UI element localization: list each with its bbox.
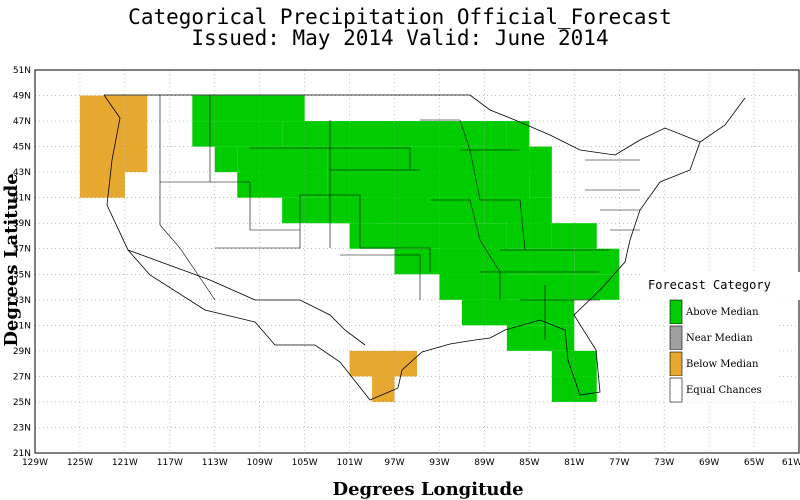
plot-frame	[34, 69, 800, 454]
below-median-cell	[79, 95, 125, 198]
latitude-tick-label: 33N	[13, 296, 31, 306]
above-median-cell	[327, 146, 485, 224]
legend-item-label: Equal Chances	[686, 385, 762, 396]
above-median-cell	[529, 146, 552, 198]
longitude-tick-label: 105W	[292, 458, 318, 468]
above-median-cell	[574, 248, 620, 275]
latitude-tick-label: 39N	[13, 219, 31, 229]
latitude-tick-label: 31N	[13, 321, 31, 331]
above-median-cell	[214, 146, 238, 173]
above-median-cell	[192, 121, 283, 147]
above-median-cell	[282, 121, 485, 147]
longitude-tick-labels: 129W 125W 121W 117W 113W 109W 105W 101W 97W 93W 89…	[22, 458, 800, 468]
above-median-cell	[506, 325, 575, 351]
latitude-tick-label: 35N	[13, 270, 31, 280]
y-axis-title: Degrees Latitude	[1, 173, 22, 346]
longitude-tick-label: 117W	[157, 458, 183, 468]
longitude-tick-label: 125W	[67, 458, 93, 468]
legend-swatch	[669, 351, 683, 377]
legend-title: Forecast Category	[648, 278, 771, 292]
legend-swatch	[669, 325, 683, 351]
latitude-tick-label: 43N	[13, 168, 31, 178]
latitude-tick-label: 27N	[13, 372, 31, 382]
above-median-cell	[461, 274, 620, 300]
longitude-tick-label: 85W	[519, 458, 539, 468]
longitude-tick-label: 61W	[782, 458, 800, 468]
above-median-cell	[192, 95, 305, 122]
longitude-tick-label: 73W	[654, 458, 674, 468]
latitude-tick-label: 23N	[13, 423, 31, 433]
category-cells	[79, 95, 620, 402]
x-axis-title: Degrees Longitude	[332, 479, 523, 500]
latitude-tick-labels: 51N 49N 47N 45N 43N 41N 39N 37N 35N 33N 31N 29N 27N 2…	[13, 66, 31, 459]
legend-item-label: Above Median	[685, 307, 759, 318]
longitude-tick-label: 109W	[247, 458, 273, 468]
us-canada-border	[104, 94, 701, 156]
below-median-cell	[372, 376, 395, 402]
legend-swatch	[669, 299, 683, 325]
longitude-tick-label: 77W	[609, 458, 629, 468]
latitude-tick-label: 49N	[13, 92, 31, 102]
state-lines	[159, 95, 640, 340]
latitude-tick-label: 51N	[13, 66, 31, 76]
above-median-cell	[461, 299, 575, 326]
above-median-cell	[237, 146, 328, 198]
latitude-tick-label: 47N	[13, 117, 31, 127]
longitude-tick-label: 69W	[699, 458, 719, 468]
below-median-cell	[349, 350, 417, 377]
above-median-cell	[551, 223, 597, 249]
longitude-tick-label: 121W	[112, 458, 138, 468]
legend-item-label: Near Median	[686, 333, 753, 344]
legend: Forecast Category Above Median Near Media…	[640, 272, 800, 403]
above-median-cell	[484, 121, 507, 198]
latitude-tick-label: 21N	[13, 449, 31, 459]
above-median-cell	[349, 223, 440, 249]
map-subtitle: Issued: May 2014 Valid: June 2014	[191, 26, 609, 50]
state-borders	[103, 94, 746, 401]
longitude-tick-label: 129W	[22, 458, 48, 468]
legend-swatch	[669, 377, 683, 403]
longitude-tick-label: 101W	[337, 458, 363, 468]
above-median-cell	[506, 197, 552, 249]
latitude-tick-label: 29N	[13, 347, 31, 357]
latitude-tick-label: 41N	[13, 194, 31, 204]
above-median-cell	[506, 121, 530, 173]
longitude-tick-label: 65W	[744, 458, 764, 468]
longitude-tick-label: 81W	[564, 458, 584, 468]
legend-title-bg	[640, 272, 800, 300]
longitude-tick-label: 113W	[202, 458, 228, 468]
legend-item-label: Below Median	[686, 359, 759, 370]
longitude-tick-label: 97W	[384, 458, 404, 468]
longitude-tick-label: 89W	[474, 458, 494, 468]
longitude-tick-label: 93W	[429, 458, 449, 468]
latitude-tick-label: 45N	[13, 143, 31, 153]
latitude-tick-label: 25N	[13, 398, 31, 408]
map-title: Categorical Precipitation Official_Forec…	[128, 5, 672, 29]
latitude-tick-label: 37N	[13, 245, 31, 255]
mexico-border	[127, 249, 366, 346]
below-median-cell	[124, 95, 148, 173]
